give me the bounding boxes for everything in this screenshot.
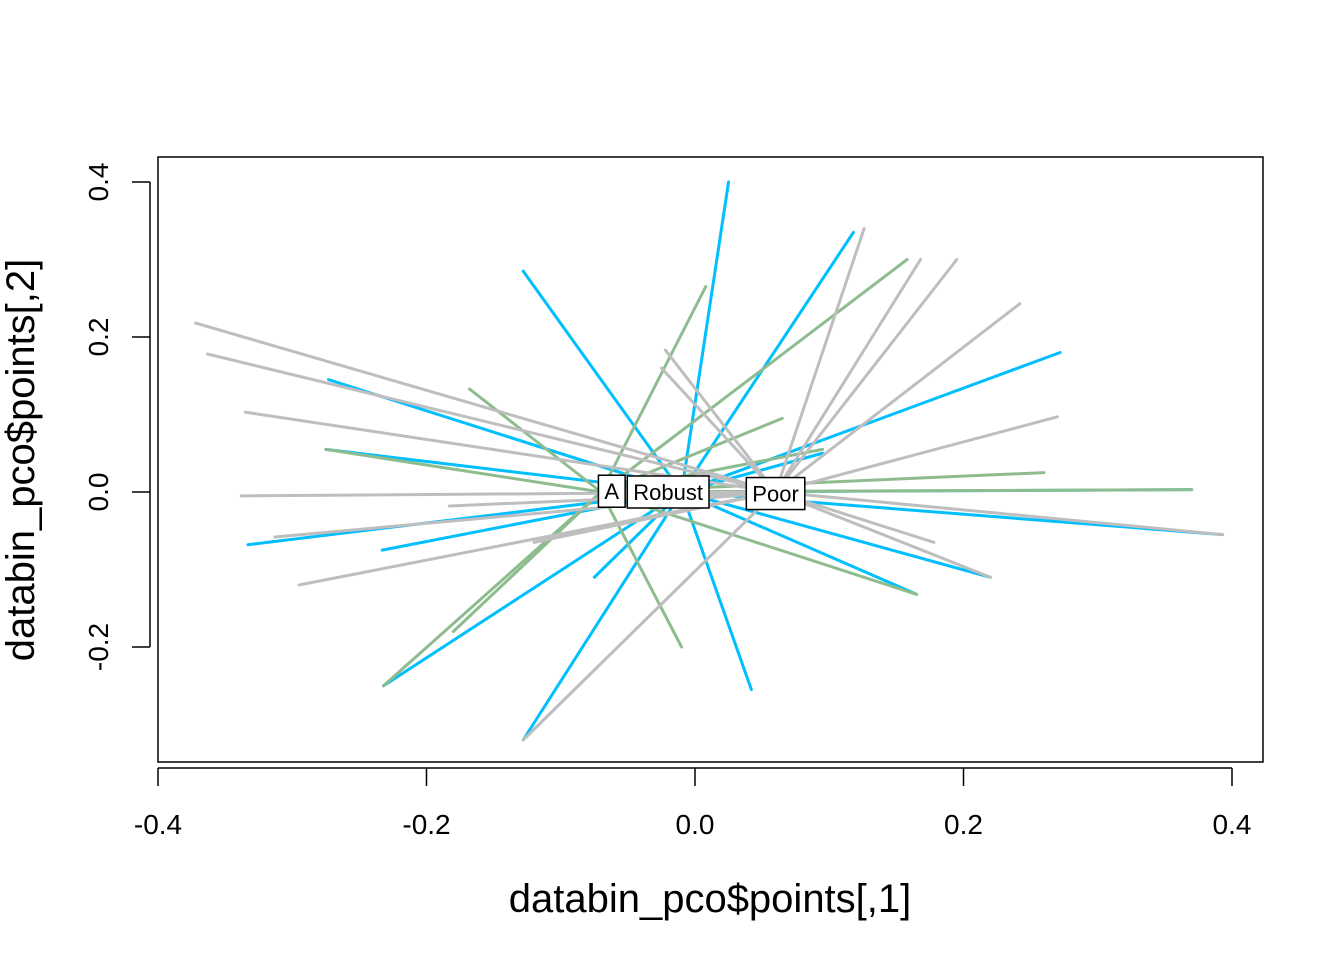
- segment-average-11: [451, 490, 603, 633]
- centroid-label: Robust: [626, 475, 710, 509]
- segment-poor-8: [774, 415, 1059, 494]
- segment-poor-0: [774, 227, 866, 494]
- y-tick-label: 0.2: [83, 318, 114, 357]
- segment-poor-2: [774, 258, 959, 494]
- centroid-label-text: Poor: [752, 482, 798, 507]
- centroid-label-box: [745, 476, 806, 511]
- y-tick-label: 0.0: [83, 473, 114, 512]
- segment-poor-3: [774, 302, 1022, 494]
- segment-average-8: [599, 490, 919, 596]
- centroid-label: Poor: [745, 476, 806, 511]
- y-axis: -0.2 0.0 0.2 0.4: [83, 163, 151, 671]
- y-tick-label: 0.4: [83, 163, 114, 202]
- segment-poor-6: [663, 348, 778, 494]
- segment-robust-13: [680, 490, 753, 692]
- segment-poor-4: [194, 321, 778, 494]
- segment-poor-16: [774, 490, 1225, 537]
- segment-robust-14: [521, 490, 684, 742]
- segment-robust-2: [521, 269, 684, 494]
- spider-segments: [194, 180, 1225, 742]
- plot-frame: [157, 156, 1264, 763]
- segment-robust-11: [680, 490, 919, 596]
- segment-average-2: [467, 387, 603, 494]
- centroid-label-text: A: [604, 479, 619, 504]
- segment-poor-14: [774, 490, 992, 579]
- segment-average-3: [324, 447, 603, 494]
- segment-robust-3: [680, 351, 1062, 494]
- segment-poor-17: [521, 490, 778, 742]
- y-axis-title: databin_pco$points[,2]: [0, 259, 43, 662]
- x-tick-label: 0.4: [1213, 809, 1252, 840]
- x-tick-label: -0.2: [402, 809, 450, 840]
- centroid-label-text: Robust: [633, 480, 703, 505]
- centroid-label-box: [626, 475, 710, 509]
- segment-average-0: [599, 285, 708, 494]
- segment-poor-1: [774, 258, 923, 494]
- x-tick-label: 0.2: [944, 809, 983, 840]
- x-axis-title: databin_pco$points[,1]: [509, 877, 912, 921]
- x-axis: -0.4 -0.2 0.0 0.2 0.4: [134, 767, 1252, 840]
- segment-robust-9: [680, 490, 992, 579]
- segment-robust-12: [382, 490, 684, 688]
- centroid-label: A: [597, 474, 626, 508]
- y-tick-label: -0.2: [83, 623, 114, 671]
- segment-poor-18: [659, 366, 778, 494]
- x-tick-label: -0.4: [134, 809, 182, 840]
- centroid-label-box: [597, 474, 626, 508]
- segment-average-1: [599, 258, 909, 494]
- segment-poor-5: [206, 352, 778, 494]
- centroid-labels: A Robust Poor: [597, 474, 806, 511]
- x-tick-label: 0.0: [676, 809, 715, 840]
- segment-average-9: [599, 490, 684, 649]
- segment-robust-0: [680, 180, 731, 494]
